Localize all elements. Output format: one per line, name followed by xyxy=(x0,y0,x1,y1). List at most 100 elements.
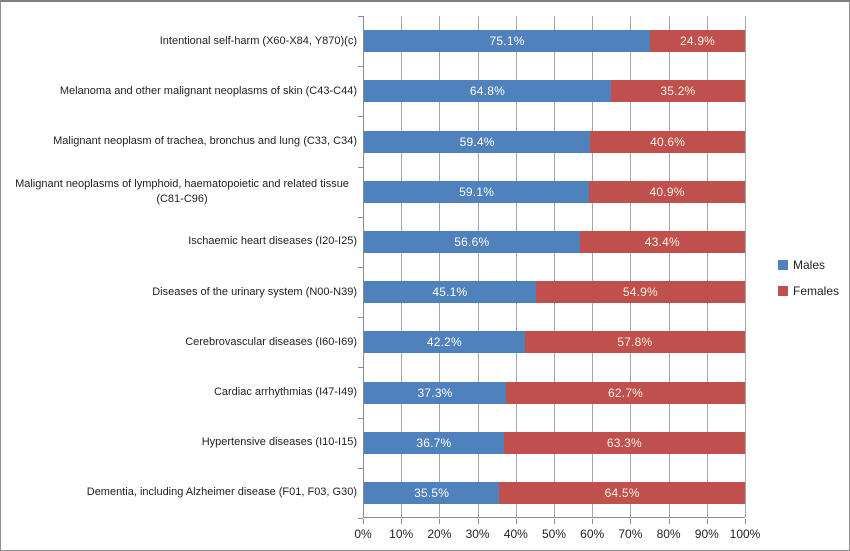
x-axis-label: 60% xyxy=(580,527,605,541)
gridline xyxy=(592,16,594,517)
legend-item-males[interactable]: Males xyxy=(778,258,839,272)
bar-segment-females[interactable]: 40.6% xyxy=(590,130,745,153)
bar-row: 59.4% 40.6% xyxy=(364,130,745,153)
bar-row: 36.7% 63.3% xyxy=(364,431,745,454)
bar-segment-males[interactable]: 64.8% xyxy=(364,80,611,103)
gridline xyxy=(554,16,555,517)
x-axis-tick xyxy=(630,519,632,524)
x-axis-tick xyxy=(745,519,746,524)
bar-value-label: 36.7% xyxy=(416,435,452,450)
bar-segment-females[interactable]: 54.9% xyxy=(535,281,745,304)
gridline xyxy=(745,16,746,517)
bar-segment-males[interactable]: 35.5% xyxy=(364,481,500,504)
legend-label: Males xyxy=(793,258,826,272)
bar-value-label: 43.4% xyxy=(644,234,680,249)
x-axis-tick xyxy=(439,519,441,524)
bar-value-label: 59.4% xyxy=(459,134,495,149)
category-label: Diseases of the urinary system (N00-N39) xyxy=(152,285,357,298)
x-axis-tick xyxy=(706,519,708,524)
y-axis-tick xyxy=(358,217,363,218)
bar-value-label: 59.1% xyxy=(459,184,495,199)
x-axis-tick xyxy=(592,519,594,524)
y-axis-tick xyxy=(358,167,363,168)
bar-row: 35.5% 64.5% xyxy=(364,481,745,504)
x-axis-tick xyxy=(477,519,479,524)
category-label: Hypertensive diseases (I10-I15) xyxy=(201,436,357,449)
x-axis-label: 10% xyxy=(389,527,414,541)
y-axis-tick xyxy=(358,66,363,67)
bar-segment-males[interactable]: 59.1% xyxy=(364,180,590,203)
bar-value-label: 40.9% xyxy=(649,184,685,199)
x-axis-label: 90% xyxy=(694,527,719,541)
bar-segment-females[interactable]: 43.4% xyxy=(579,230,745,253)
bar-segment-females[interactable]: 57.8% xyxy=(524,331,745,354)
bar-segment-females[interactable]: 35.2% xyxy=(610,80,745,103)
y-axis-tick xyxy=(358,267,363,268)
bar-value-label: 35.2% xyxy=(660,84,696,99)
legend-swatch-icon xyxy=(778,260,788,270)
bar-value-label: 56.6% xyxy=(454,234,490,249)
bar-segment-males[interactable]: 59.4% xyxy=(364,130,591,153)
x-axis-tick xyxy=(668,519,670,524)
bar-segment-females[interactable]: 62.7% xyxy=(506,381,745,404)
plot-area: 75.1% 24.9% 64.8% 35.2% 59.4% 40.6% 59.1% 40.9%… xyxy=(363,16,746,518)
bar-value-label: 57.8% xyxy=(617,335,653,350)
gridline xyxy=(630,16,632,517)
bar-segment-females[interactable]: 63.3% xyxy=(503,431,745,454)
bar-row: 45.1% 54.9% xyxy=(364,281,745,304)
bar-value-label: 54.9% xyxy=(622,285,658,300)
bar-value-label: 64.5% xyxy=(604,485,640,500)
legend-swatch-icon xyxy=(778,286,788,296)
bar-value-label: 75.1% xyxy=(489,34,525,49)
category-label: Ischaemic heart diseases (I20-I25) xyxy=(188,235,357,248)
x-axis-label: 0% xyxy=(354,527,372,541)
bar-row: 59.1% 40.9% xyxy=(364,180,745,203)
bar-value-label: 64.8% xyxy=(469,84,505,99)
bar-segment-males[interactable]: 36.7% xyxy=(364,431,504,454)
x-axis-tick xyxy=(554,519,555,524)
y-axis-tick xyxy=(358,518,363,519)
x-axis-tick xyxy=(363,519,364,524)
category-label: Cerebrovascular diseases (I60-I69) xyxy=(185,335,357,348)
x-axis-label: 80% xyxy=(656,527,681,541)
category-label: Intentional self-harm (X60-X84, Y870)(c) xyxy=(159,34,357,47)
y-axis-tick xyxy=(358,367,363,368)
bar-segment-males[interactable]: 37.3% xyxy=(364,381,507,404)
gridline xyxy=(668,16,670,517)
x-axis-label: 20% xyxy=(427,527,452,541)
y-axis-tick xyxy=(358,418,363,419)
gridline xyxy=(706,16,708,517)
bar-row: 37.3% 62.7% xyxy=(364,381,745,404)
bar-segment-females[interactable]: 64.5% xyxy=(499,481,745,504)
gridline xyxy=(439,16,441,517)
bar-segment-males[interactable]: 56.6% xyxy=(364,230,580,253)
x-axis-label: 30% xyxy=(465,527,490,541)
x-axis-label: 40% xyxy=(503,527,528,541)
category-label: Dementia, including Alzheimer disease (F… xyxy=(86,486,357,499)
bar-value-label: 40.6% xyxy=(650,134,686,149)
bar-segment-males[interactable]: 75.1% xyxy=(364,30,651,53)
legend: Males Females xyxy=(778,258,839,310)
category-label: Cardiac arrhythmias (I47-I49) xyxy=(213,386,357,399)
bar-segment-males[interactable]: 45.1% xyxy=(364,281,536,304)
x-axis-label: 70% xyxy=(618,527,643,541)
bar-segment-females[interactable]: 24.9% xyxy=(650,30,745,53)
x-axis-label: 100% xyxy=(729,527,761,541)
bar-value-label: 62.7% xyxy=(608,385,644,400)
category-label: Malignant neoplasm of trachea, bronchus … xyxy=(53,135,357,148)
bar-segment-males[interactable]: 42.2% xyxy=(364,331,525,354)
bar-row: 56.6% 43.4% xyxy=(364,230,745,253)
legend-label: Females xyxy=(793,284,840,298)
legend-item-females[interactable]: Females xyxy=(778,284,839,298)
y-axis-tick xyxy=(358,16,363,17)
x-axis-tick xyxy=(401,519,403,524)
y-axis-tick xyxy=(358,116,363,117)
x-axis-label: 50% xyxy=(541,527,567,541)
bar-value-label: 24.9% xyxy=(680,34,716,49)
y-axis-tick xyxy=(358,317,363,318)
bar-segment-females[interactable]: 40.9% xyxy=(589,180,745,203)
bar-value-label: 42.2% xyxy=(426,335,462,350)
gridline xyxy=(401,16,403,517)
bar-row: 42.2% 57.8% xyxy=(364,331,745,354)
